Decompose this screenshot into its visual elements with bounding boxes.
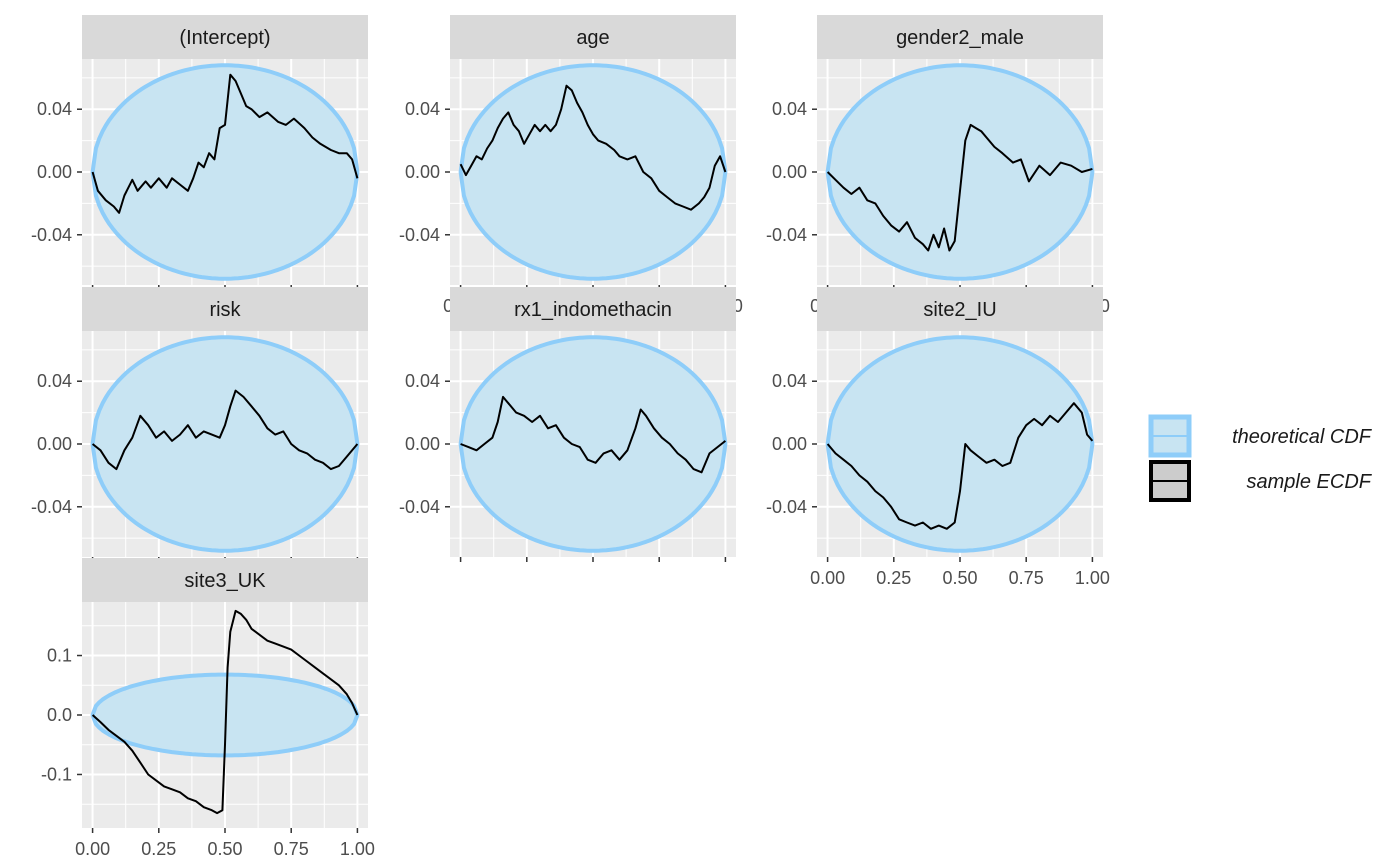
theoretical-cdf-band xyxy=(825,63,1095,281)
panel-age: age-0.040.000.040.000.250.500.751.00 xyxy=(399,15,743,316)
facet-strip xyxy=(82,15,368,59)
y-tick-label: 0.04 xyxy=(772,99,807,119)
y-tick-label: 0.00 xyxy=(405,434,440,454)
legend-label-sample-ecdf: sample ECDF xyxy=(1247,471,1373,493)
panel-site2-iu: site2_IU -0.04 0.00 0.04 0.00 0.25 0.50 0.75 1.0… xyxy=(766,287,1110,588)
x-tick-label: 1.00 xyxy=(340,839,375,859)
y-tick-label: -0.04 xyxy=(766,225,807,245)
panel-rx1-indomethacin: rx1_indomethacin -0.04 0.00 0.04 xyxy=(399,287,736,562)
facet-strip xyxy=(450,15,736,59)
x-tick-label: 0.00 xyxy=(810,568,845,588)
y-tick-label: -0.04 xyxy=(766,497,807,517)
y-tick-label: 0.04 xyxy=(405,99,440,119)
legend-key-theoretical-cdf: theoretical CDF xyxy=(1148,414,1373,458)
legend-key-sample-ecdf: sample ECDF xyxy=(1149,460,1373,502)
theoretical-cdf-band xyxy=(90,335,360,553)
x-tick-label: 0.50 xyxy=(207,839,242,859)
facet-strip xyxy=(817,15,1103,59)
y-tick-label: 0.04 xyxy=(772,371,807,391)
facet-title: (Intercept) xyxy=(179,27,270,49)
x-tick-label: 0.75 xyxy=(1009,568,1044,588)
sample-ecdf-line xyxy=(91,609,359,815)
theoretical-cdf-band xyxy=(90,63,360,281)
x-tick-label: 0.75 xyxy=(274,839,309,859)
sample-ecdf-line xyxy=(460,395,727,474)
y-tick-label: 0.00 xyxy=(37,434,72,454)
panel-gender2-male: gender2_male-0.040.000.040.000.250.500.7… xyxy=(766,15,1110,316)
sample-ecdf-line xyxy=(826,402,1094,530)
sample-ecdf-line xyxy=(459,84,727,211)
y-tick-label: 0.00 xyxy=(772,434,807,454)
legend: theoretical CDF sample ECDF xyxy=(1148,414,1373,502)
x-tick-label: 0.25 xyxy=(876,568,911,588)
y-tick-label: -0.1 xyxy=(41,764,72,784)
facet-title: rx1_indomethacin xyxy=(514,299,672,321)
y-tick-label: 0.0 xyxy=(47,705,72,725)
x-tick-label: 1.00 xyxy=(1075,568,1110,588)
y-tick-label: 0.04 xyxy=(405,371,440,391)
facet-title: site3_UK xyxy=(184,570,266,592)
facet-strip xyxy=(82,287,368,331)
legend-label-theoretical-cdf: theoretical CDF xyxy=(1232,426,1373,448)
y-tick-label: 0.00 xyxy=(37,162,72,182)
panel-risk: risk -0.04 0.00 0.04 xyxy=(31,287,368,562)
theoretical-cdf-band xyxy=(458,63,728,281)
x-tick-label: 0.25 xyxy=(141,839,176,859)
facet-strip xyxy=(450,287,736,331)
sample-ecdf-line xyxy=(826,123,1093,252)
facet-strip xyxy=(82,558,368,602)
y-tick-label: 0.00 xyxy=(405,162,440,182)
y-tick-label: -0.04 xyxy=(399,225,440,245)
y-tick-label: -0.04 xyxy=(399,497,440,517)
facet-panels: (Intercept) -0.04 0.00 0.04 age -0.04 0.00 0.04… xyxy=(31,15,1110,859)
y-tick-label: 0.1 xyxy=(47,646,72,666)
y-tick-label: -0.04 xyxy=(31,497,72,517)
theoretical-cdf-band xyxy=(458,335,728,553)
x-tick-label: 0.00 xyxy=(75,839,110,859)
sample-ecdf-line xyxy=(91,73,359,214)
facet-title: site2_IU xyxy=(923,299,996,321)
y-tick-label: -0.04 xyxy=(31,225,72,245)
facet-title: gender2_male xyxy=(896,27,1024,49)
panel-intercept: (Intercept) -0.04 0.00 0.04 xyxy=(31,15,368,290)
y-tick-label: 0.00 xyxy=(772,162,807,182)
facet-title: risk xyxy=(209,299,241,321)
facet-title: age xyxy=(576,27,609,49)
y-tick-label: 0.04 xyxy=(37,99,72,119)
y-tick-label: 0.04 xyxy=(37,371,72,391)
facet-strip xyxy=(817,287,1103,331)
sample-ecdf-line xyxy=(91,389,359,471)
x-tick-label: 0.50 xyxy=(942,568,977,588)
panel-site3-uk: site3_UK -0.1 0.0 0.1 0.00 0.25 0.50 0.75 1.00 xyxy=(41,558,375,859)
theoretical-cdf-band xyxy=(825,335,1095,553)
